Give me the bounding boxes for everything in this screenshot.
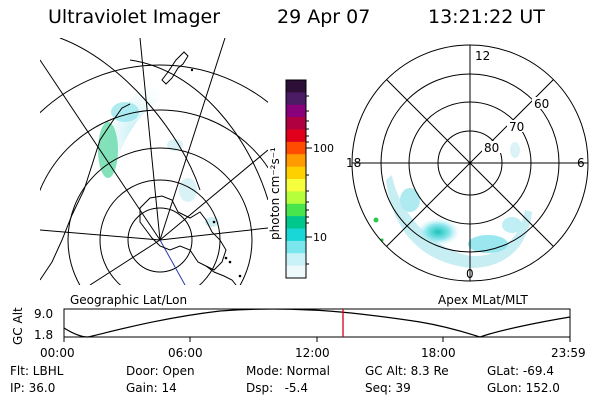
apex-polar-map: 80 70 60 12 18 6 0 [346,44,589,282]
altitude-curve [63,308,571,338]
filter-label: Flt: LBHL [10,364,64,378]
strip-xtick: 23:59 [551,346,586,360]
meridian-line [159,149,268,241]
mlt-label-12: 12 [475,49,490,63]
mlat-label-70: 70 [509,120,524,134]
coastline-new-zealand [161,51,189,85]
island-dot [224,256,228,260]
strip-ytick-9: 9.0 [34,307,53,321]
island-dot [228,260,232,264]
door-label: Door: Open [126,364,195,378]
meridian-line [40,229,161,241]
colorbar [286,80,306,279]
mlt-label-0: 0 [466,267,474,281]
latitude-circle [67,147,253,285]
glon-label: GLon: 152.0 [487,381,560,395]
ip-label: IP: 36.0 [10,381,56,395]
mode-label: Mode: Normal [246,364,330,378]
coastline-antarctic-peninsula [205,265,237,285]
apex-caption: Apex MLat/MLT [438,293,528,307]
gc-alt-label: GC Alt: 8.3 Re [365,364,449,378]
aurora-faint-patch [468,235,508,253]
colorbar-tick-100: 100 [313,142,334,155]
mlat-label-60: 60 [534,97,549,111]
island-dot [190,68,194,72]
gain-label: Gain: 14 [126,381,177,395]
aurora-spot [373,217,379,223]
latitude-circle [40,64,268,114]
colorbar-frame [285,79,307,279]
dsp-label: Dsp: -5.4 [246,381,309,395]
meridian-line [139,38,161,241]
strip-xtick: 00:00 [40,346,75,360]
colorbar-band [286,240,306,254]
colorbar-band [286,141,306,155]
colorbar-band [286,203,306,217]
mlat-label-80: 80 [484,141,499,155]
colorbar-band [286,191,306,205]
aurora-faint-patch [179,178,197,202]
colorbar-band [286,179,306,192]
strip-xtick: 06:00 [168,346,203,360]
date-label: 29 Apr 07 [277,6,371,28]
meridian-line [89,239,161,285]
instrument-title: Ultraviolet Imager [48,6,221,28]
colorbar-band [286,104,306,118]
label-mask [532,97,552,109]
colorbar-ticks [306,95,312,265]
colorbar-band [286,216,306,229]
mlt-line-diagonal [386,79,554,247]
latitude-circle [127,207,193,273]
strip-xtick: 18:00 [421,346,456,360]
colorbar-band [286,154,306,168]
strip-ylabel: GC Alt [11,307,25,345]
projection-arc [59,38,201,191]
colorbar-band [286,129,306,143]
island-dot [238,274,242,278]
projection-arc [129,59,268,201]
aurora-faint-patch [502,217,522,233]
mlt-label-18: 18 [346,156,361,170]
meridian-line [159,38,226,241]
mlt-label-6: 6 [577,156,585,170]
latitude-circle [40,109,268,192]
colorbar-band [286,166,306,180]
colorbar-unit-label: photon cm⁻²s⁻¹ [268,147,282,240]
geographic-map [40,38,268,285]
aurora-faint-patch [167,139,183,151]
aurora-oval-magnetic [386,175,532,268]
colorbar-band [286,80,306,93]
strip-xtick: 12:00 [295,346,330,360]
aurora-faint-patch [400,188,420,212]
label-mask [482,141,502,153]
strip-ytick-1-8: 1.8 [34,328,53,342]
island-dot [212,220,216,224]
geographic-caption: Geographic Lat/Lon [70,293,187,307]
time-label: 13:21:22 UT [428,6,545,28]
seq-label: Seq: 39 [365,381,411,395]
colorbar-band [286,117,306,130]
strip-x-ticks [63,337,571,342]
aurora-bright-spot [416,218,460,246]
coastline-antarctica [139,195,227,271]
colorbar-band [286,265,306,279]
aurora-faint-patch [510,142,520,158]
colorbar-band [286,253,306,267]
glat-label: GLat: -69.4 [487,364,554,378]
colorbar-tick-10: 10 [313,231,327,244]
coastline-australia [40,103,131,281]
label-mask [507,120,527,132]
colorbar-band [286,228,306,242]
colorbar-band [286,92,306,106]
aurora-spot [392,264,396,268]
